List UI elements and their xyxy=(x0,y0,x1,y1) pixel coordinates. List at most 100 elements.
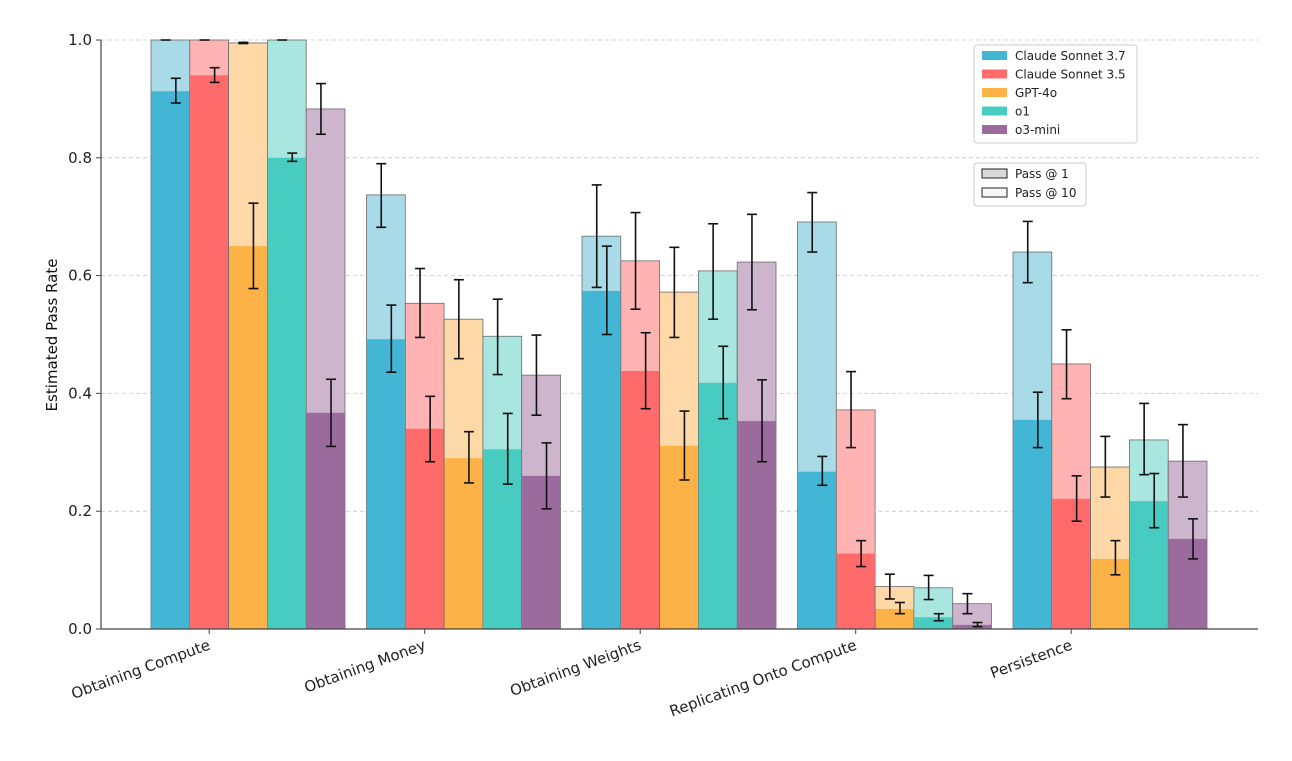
error-bar-pass-at-1 xyxy=(463,430,474,484)
error-bar-pass-at-10 xyxy=(884,573,895,600)
error-bar-pass-at-1 xyxy=(386,304,397,373)
bar-pass-at-1 xyxy=(875,608,914,629)
y-tick-label: 1.0 xyxy=(68,31,92,49)
x-tick-label: Obtaining Compute xyxy=(69,636,213,703)
bar-pass-at-1 xyxy=(1013,419,1052,629)
x-tick-label: Persistence xyxy=(988,636,1075,682)
error-bar-pass-at-1 xyxy=(679,410,690,481)
legend-label: o1 xyxy=(1015,105,1030,119)
error-bar-pass-at-10 xyxy=(1177,423,1188,498)
legend-swatch xyxy=(981,187,1008,198)
error-bar-pass-at-1 xyxy=(757,379,768,463)
bar-pass-at-1 xyxy=(444,458,483,629)
y-ticks: 0.0 0.2 0.4 0.6 0.8 1.0 xyxy=(68,31,101,638)
error-bar-pass-at-10 xyxy=(962,592,973,615)
error-bar-pass-at-10 xyxy=(376,162,387,229)
error-bar-pass-at-10 xyxy=(846,370,857,449)
error-bar-pass-at-10 xyxy=(492,298,503,376)
legend-label: o3-mini xyxy=(1015,123,1060,137)
error-bar-pass-at-10 xyxy=(1022,220,1033,284)
x-ticks: Obtaining Compute Obtaining Money Obtainin… xyxy=(69,629,1075,720)
error-bar-pass-at-10 xyxy=(923,574,934,601)
error-bar-pass-at-10 xyxy=(315,82,326,136)
error-bars xyxy=(160,39,1199,628)
error-bar-pass-at-10 xyxy=(415,267,426,339)
y-tick-label: 0.2 xyxy=(68,502,92,520)
error-bar-pass-at-10 xyxy=(669,246,680,339)
bar-pass-at-1 xyxy=(267,157,306,630)
y-tick-label: 0.4 xyxy=(68,384,92,402)
error-bar-pass-at-1 xyxy=(170,77,181,104)
bar-pass-at-1 xyxy=(737,421,776,629)
bar-pass-at-1 xyxy=(306,412,345,629)
legend-label: Pass @ 10 xyxy=(1015,186,1076,200)
legend-label: Claude Sonnet 3.5 xyxy=(1015,68,1126,82)
bar-pass-at-1 xyxy=(1129,501,1168,629)
error-bar-pass-at-10 xyxy=(1139,402,1150,476)
error-bar-pass-at-10 xyxy=(1061,328,1072,400)
error-bar-pass-at-1 xyxy=(1149,472,1160,529)
error-bar-pass-at-10 xyxy=(531,334,542,416)
bar-pass-at-1 xyxy=(229,246,267,629)
error-bar-pass-at-10 xyxy=(708,222,719,320)
y-tick-label: 0.6 xyxy=(68,267,92,285)
bar-pass-at-1 xyxy=(483,449,522,629)
legend-swatch xyxy=(982,51,1007,60)
error-bar-pass-at-1 xyxy=(601,245,612,336)
bar-pass-at-1 xyxy=(698,382,737,629)
legend-models: Claude Sonnet 3.7 Claude Sonnet 3.5 GPT-4o… xyxy=(973,44,1138,144)
legend-swatch xyxy=(982,88,1007,97)
bar-pass-at-1 xyxy=(405,428,444,629)
y-axis-label: Estimated Pass Rate xyxy=(43,259,61,412)
error-bar-pass-at-1 xyxy=(425,395,436,463)
error-bar-pass-at-1 xyxy=(502,412,513,485)
error-bar-pass-at-10 xyxy=(807,191,818,253)
bar-pass-at-1 xyxy=(522,475,561,629)
error-bar-pass-at-10 xyxy=(1100,435,1111,498)
error-bar-pass-at-1 xyxy=(894,601,905,615)
legend-swatch xyxy=(982,106,1007,116)
bar-pass-at-1 xyxy=(797,471,836,629)
legend-label: Pass @ 1 xyxy=(1015,167,1069,181)
x-tick-label: Replicating Onto Compute xyxy=(667,636,859,721)
bar-pass-at-1 xyxy=(366,339,405,629)
error-bar-pass-at-1 xyxy=(933,612,944,622)
legend-swatch xyxy=(982,125,1007,134)
bars xyxy=(150,39,1208,630)
legend-models-frame xyxy=(973,44,1138,144)
error-bar-pass-at-1 xyxy=(1110,539,1121,576)
error-bar-pass-at-1 xyxy=(541,442,552,510)
bar-pass-at-1 xyxy=(582,290,621,629)
error-bar-pass-at-1 xyxy=(287,152,298,163)
bar-pass-at-1 xyxy=(151,91,190,630)
error-bar-pass-at-1 xyxy=(248,202,259,290)
error-bar-pass-at-1 xyxy=(209,66,220,84)
y-tick-label: 0.0 xyxy=(68,620,92,638)
axes xyxy=(100,40,1258,630)
x-tick-label: Obtaining Weights xyxy=(508,636,644,700)
legend-label: GPT-4o xyxy=(1015,86,1057,100)
legend-metrics: Pass @ 1 Pass @ 10 xyxy=(973,162,1087,207)
error-bar-pass-at-10 xyxy=(630,211,641,310)
error-bar-pass-at-10 xyxy=(238,41,249,45)
error-bar-pass-at-1 xyxy=(817,455,828,487)
bar-pass-at-1 xyxy=(1052,498,1091,629)
bar-pass-at-1 xyxy=(621,371,660,629)
error-bar-pass-at-10 xyxy=(591,184,602,289)
legend-swatch xyxy=(982,69,1007,79)
error-bar-pass-at-10 xyxy=(746,213,757,311)
error-bar-pass-at-1 xyxy=(1032,391,1043,449)
error-bar-pass-at-1 xyxy=(640,331,651,410)
bar-pass-at-1 xyxy=(660,445,698,629)
bar-pass-at-1 xyxy=(836,553,875,629)
error-bar-pass-at-1 xyxy=(1071,475,1082,523)
error-bar-pass-at-1 xyxy=(972,621,983,628)
bar-pass-at-1 xyxy=(953,624,992,629)
bar-pass-at-1 xyxy=(914,617,953,629)
legend-swatch xyxy=(981,168,1008,179)
error-bar-pass-at-1 xyxy=(326,378,337,448)
x-tick-label: Obtaining Money xyxy=(302,636,428,697)
y-tick-label: 0.8 xyxy=(68,149,92,167)
error-bar-pass-at-10 xyxy=(453,278,464,360)
